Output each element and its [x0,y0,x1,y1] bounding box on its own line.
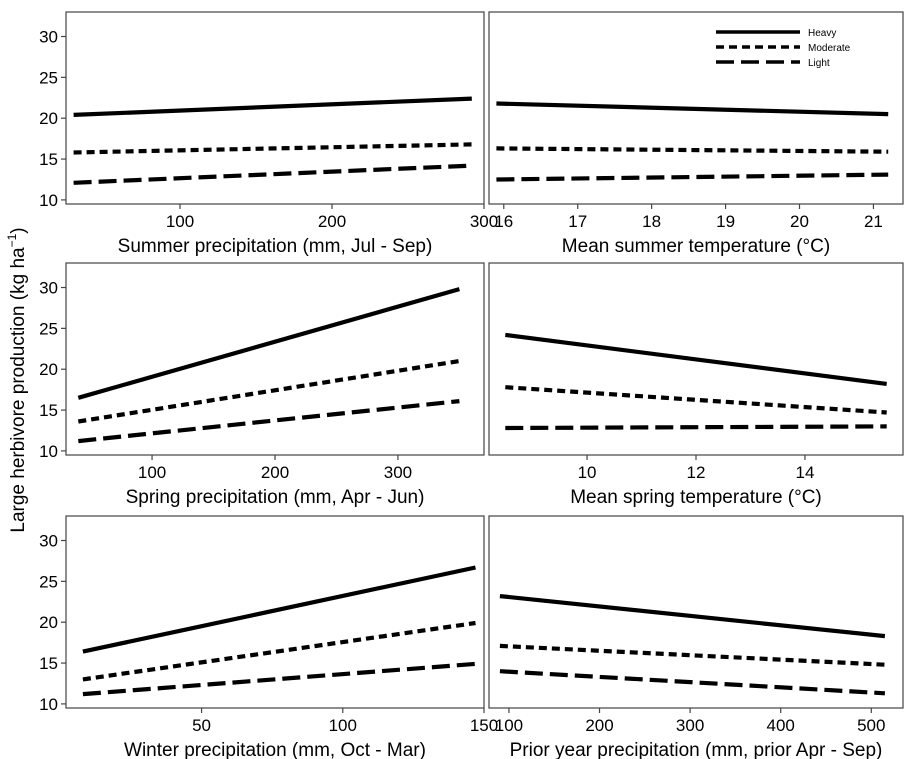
y-tick-label: 20 [39,613,58,632]
y-tick-label: 10 [39,442,58,461]
series-line-moderate [499,643,886,667]
x-tick-label: 500 [857,716,885,735]
panel-3: 10 15 20 25 30 100 200 300 Spring precipitation … [39,262,485,508]
series-line-light [73,163,472,185]
x-tick-label: 21 [864,212,883,231]
x-tick-label: 20 [790,212,809,231]
series-line-moderate [505,385,887,415]
x-tick-label: 300 [384,463,412,482]
x-tick-label: 100 [495,716,523,735]
y-tick-label: 25 [39,572,58,591]
panel-frame [65,515,485,709]
x-tick-label: 14 [795,463,814,482]
y-tick-label: 15 [39,150,58,169]
x-tick-label: 200 [318,212,346,231]
panel-frame [65,262,485,456]
x-axis-label: Mean spring temperature (°C) [570,487,822,508]
legend: Heavy Moderate Light [716,28,851,69]
y-tick-label: 20 [39,109,58,128]
x-tick-label: 16 [494,212,513,231]
series-line-heavy [499,594,886,639]
x-axis-label: Spring precipitation (mm, Apr - Jun) [126,487,425,508]
y-tick-label: 15 [39,654,58,673]
panel-4: 10 12 14 Mean spring temperature (°C) [488,262,904,508]
x-tick-label: 200 [261,463,289,482]
series-line-light [82,661,476,697]
panel-1: 10 15 20 25 30 100 200 300 Summer precipitation … [39,11,498,257]
x-tick-label: 19 [716,212,735,231]
x-tick-label: 300 [676,716,704,735]
x-tick-label: 17 [568,212,587,231]
x-tick-label: 12 [687,463,706,482]
series-line-light [505,424,887,431]
y-tick-label: 25 [39,68,58,87]
x-axis-label: Winter precipitation (mm, Oct - Mar) [124,740,426,759]
y-tick-label: 30 [39,279,58,298]
x-axis-label: Prior year precipitation (mm, prior Apr … [510,740,883,759]
series-line-moderate [496,146,889,154]
y-tick-label: 20 [39,360,58,379]
legend-label-heavy: Heavy [808,28,836,39]
y-tick-label: 30 [39,532,58,551]
x-tick-label: 18 [642,212,661,231]
x-tick-label: 10 [578,463,597,482]
panel-6: 100 200 300 400 500 Prior year precipitation … [488,515,904,759]
x-tick-label: 100 [166,212,194,231]
y-axis-label: Large herbivore production (kg ha−1) [5,227,29,532]
panel-frame [488,515,904,709]
x-tick-label: 150 [470,716,498,735]
series-line-heavy [77,287,460,400]
x-tick-label: 300 [470,212,498,231]
panel-2: 16 17 18 19 20 21 Mean summer temperature (°C) [488,11,904,257]
x-tick-label: 100 [138,463,166,482]
series-line-light [78,399,460,444]
legend-label-light: Light [808,58,830,69]
y-tick-label: 10 [39,191,58,210]
series-line-moderate [82,620,476,682]
y-tick-label: 30 [39,28,58,47]
x-tick-label: 100 [329,716,357,735]
series-line-heavy [496,101,889,117]
y-tick-label: 25 [39,319,58,338]
series-line-moderate [77,358,460,424]
panel-frame [488,11,904,205]
panel-frame [65,11,485,205]
series-line-moderate [73,142,472,155]
x-tick-label: 400 [767,716,795,735]
x-axis-label: Mean summer temperature (°C) [562,236,830,257]
y-tick-label: 10 [39,695,58,714]
x-tick-label: 50 [192,716,211,735]
x-tick-label: 200 [585,716,613,735]
y-tick-label: 15 [39,401,58,420]
x-axis-label: Summer precipitation (mm, Jul - Sep) [118,236,433,257]
series-line-light [496,172,889,182]
series-line-light [499,669,886,696]
series-line-heavy [82,565,476,654]
series-line-heavy [73,96,472,117]
legend-label-moderate: Moderate [808,43,851,54]
panel-5: 10 15 20 25 30 50 100 150 Winter precipitation (… [39,515,498,759]
series-line-heavy [505,332,887,386]
